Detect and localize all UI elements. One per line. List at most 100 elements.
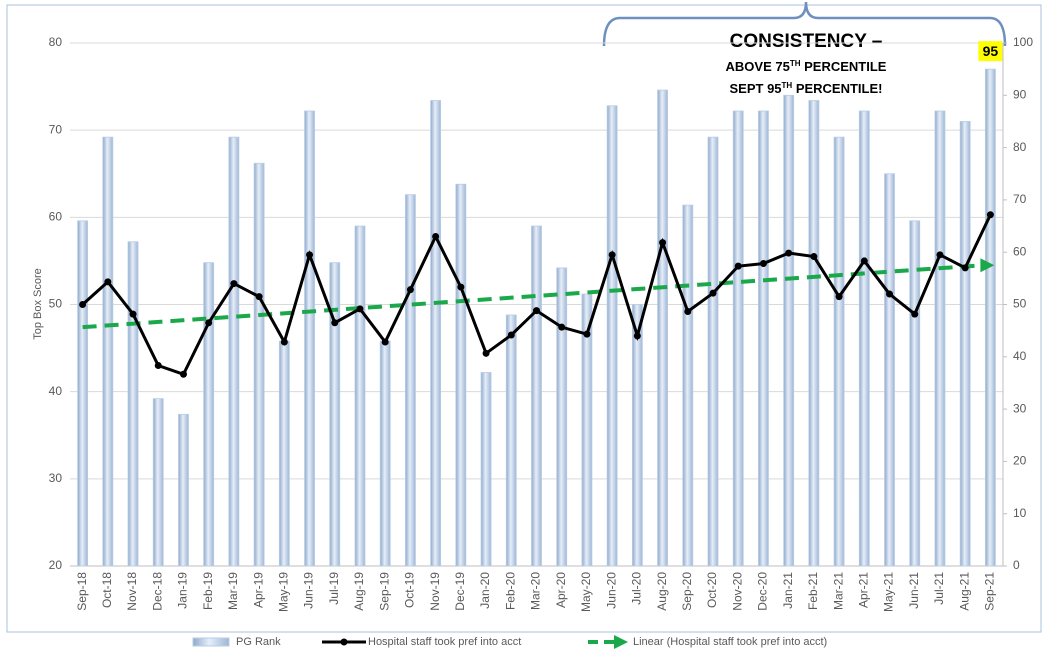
y2-tick-label: 50	[1013, 297, 1027, 311]
line-point	[280, 338, 288, 346]
bar	[102, 136, 114, 567]
line-point	[79, 301, 87, 308]
line-point	[129, 310, 137, 318]
annotation-text: ABOVE 75	[726, 59, 790, 74]
bar	[329, 262, 341, 567]
x-tick-label: Jul-19	[327, 572, 341, 605]
x-tick-label: Nov-20	[730, 572, 744, 611]
line-point	[583, 330, 591, 338]
y2-tick-label: 70	[1013, 192, 1027, 206]
y2-tick-label: 100	[1013, 35, 1033, 49]
bar	[833, 136, 845, 567]
x-tick-label: Oct-19	[403, 572, 417, 608]
bar	[884, 173, 895, 567]
line-point	[785, 249, 793, 257]
legend-swatch	[192, 637, 230, 647]
x-tick-label: Jul-20	[630, 572, 644, 605]
x-tick-label: Mar-19	[226, 572, 240, 610]
x-tick-label: Dec-20	[756, 572, 770, 611]
trendline	[82, 263, 983, 330]
bar	[984, 68, 996, 567]
bar	[253, 162, 265, 567]
line-point	[886, 290, 894, 298]
y2-tick-label: 20	[1013, 454, 1027, 468]
data-label-box	[978, 41, 1003, 62]
x-tick-label: Sep-20	[680, 572, 694, 611]
y2-tick-label: 30	[1013, 401, 1027, 415]
bar	[379, 340, 391, 567]
line-point	[457, 283, 465, 291]
y-tick-label: 50	[49, 297, 63, 311]
line-point	[860, 257, 868, 265]
y2-tick-label: 0	[1013, 558, 1020, 572]
annotation-text: PERCENTILE!	[792, 81, 882, 96]
x-tick-label: Nov-19	[428, 572, 442, 611]
line-point	[558, 323, 566, 331]
bar	[707, 136, 719, 567]
line-point	[205, 319, 213, 327]
bar	[354, 225, 366, 567]
data-label: 95	[983, 43, 999, 59]
bar	[430, 100, 442, 567]
line-point	[911, 310, 919, 318]
y-tick-label: 70	[49, 122, 63, 136]
x-tick-label: Jan-20	[478, 572, 492, 609]
x-tick-label: Feb-20	[503, 572, 517, 610]
x-tick-label: Aug-21	[957, 572, 971, 611]
x-tick-label: Apr-19	[251, 572, 265, 608]
bar	[405, 194, 416, 567]
line-point	[835, 293, 843, 301]
x-tick-label: Jun-20	[604, 572, 618, 609]
annotation-line: SEPT 95TH PERCENTILE!	[730, 81, 883, 97]
line-point	[432, 233, 440, 241]
x-tick-label: Nov-18	[125, 572, 139, 611]
line-point	[608, 251, 616, 259]
bar	[178, 413, 189, 567]
line-point	[709, 289, 717, 297]
bar	[808, 100, 820, 567]
line-point	[255, 293, 263, 301]
x-tick-label: Oct-18	[100, 572, 114, 608]
superscript: TH	[782, 81, 793, 90]
x-tick-label: Jan-19	[176, 572, 190, 609]
y-tick-label: 40	[49, 384, 63, 398]
line-point	[482, 349, 490, 357]
bar	[909, 220, 921, 567]
line-point	[936, 251, 944, 259]
bar	[531, 225, 542, 567]
line-point	[507, 331, 515, 339]
legend-label: Hospital staff took pref into acct	[368, 636, 521, 648]
x-tick-label: Aug-19	[352, 572, 366, 611]
line-point	[104, 278, 112, 286]
y2-tick-label: 80	[1013, 140, 1027, 154]
line-point	[356, 305, 364, 313]
x-tick-label: Sep-19	[377, 572, 391, 611]
annotation-text: SEPT 95	[730, 81, 782, 96]
chart-border	[6, 4, 1042, 633]
y2-tick-label: 10	[1013, 506, 1027, 520]
x-tick-label: Sep-18	[75, 572, 89, 611]
line-point	[684, 307, 692, 315]
line-point	[734, 262, 742, 270]
bracket	[602, 1, 1007, 47]
bar	[278, 340, 290, 567]
x-tick-label: Jan-21	[781, 572, 795, 609]
bar	[959, 121, 971, 567]
x-tick-label: Dec-18	[150, 572, 164, 611]
bar	[934, 110, 946, 567]
x-tick-label: Oct-20	[705, 572, 719, 608]
bar	[152, 398, 164, 567]
y2-tick-label: 90	[1013, 87, 1027, 101]
superscript: TH	[790, 59, 801, 68]
bar	[682, 204, 694, 567]
bar	[556, 267, 568, 567]
x-tick-label: May-21	[882, 572, 896, 612]
bar	[505, 314, 517, 567]
x-tick-label: Mar-21	[831, 572, 845, 610]
y-tick-label: 60	[49, 210, 63, 224]
y-tick-label: 80	[49, 35, 63, 49]
x-tick-label: Apr-21	[856, 572, 870, 608]
line-point	[306, 251, 314, 259]
line-point	[759, 260, 767, 268]
